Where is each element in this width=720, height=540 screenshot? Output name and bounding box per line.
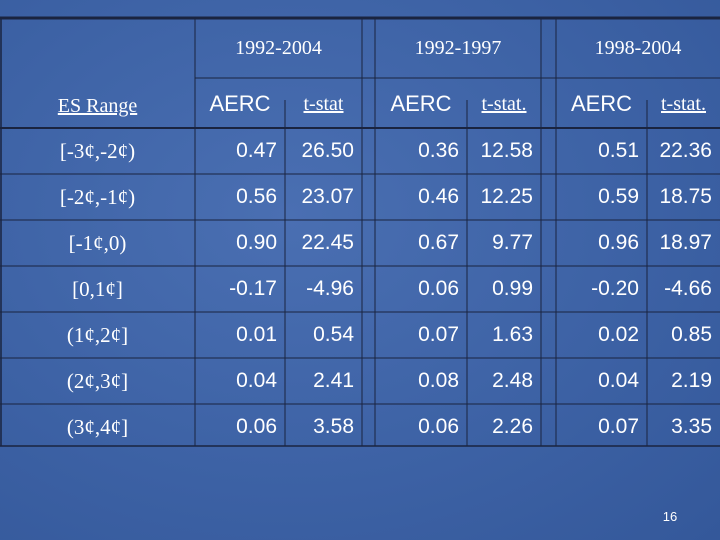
column-header: t-stat.: [481, 92, 527, 115]
cell-value: 3.35: [671, 415, 712, 438]
cell-value: 0.06: [418, 415, 459, 438]
cell-value: 12.58: [480, 139, 533, 162]
cell-value: 22.36: [659, 139, 712, 162]
es-range: (3¢,4¢]: [66, 414, 129, 439]
cell-value: 0.51: [598, 139, 639, 162]
cell-value: 0.08: [418, 369, 459, 392]
cell-value: -0.20: [591, 277, 639, 300]
cell-value: 0.07: [598, 415, 639, 438]
cell-value: 0.02: [598, 323, 639, 346]
cell-value: 26.50: [301, 139, 354, 162]
cell-value: 2.48: [492, 369, 533, 392]
cell-value: 2.41: [313, 369, 354, 392]
cell-value: 0.46: [418, 185, 459, 208]
cell-value: 0.67: [418, 231, 459, 254]
column-header: t-stat.: [661, 92, 706, 115]
column-header: t-stat: [303, 92, 344, 115]
cell-value: -4.96: [306, 277, 354, 300]
column-header: AERC: [209, 91, 271, 116]
cell-value: 0.07: [418, 323, 459, 346]
cell-value: 0.85: [671, 323, 712, 346]
cell-value: 0.36: [418, 139, 459, 162]
column-header: AERC: [390, 91, 452, 116]
es-range: [-1¢,0): [68, 230, 127, 255]
cell-value: 23.07: [301, 185, 354, 208]
cell-value: 2.19: [671, 369, 712, 392]
cell-value: 0.56: [236, 185, 277, 208]
es-range: [0,1¢]: [72, 276, 123, 301]
period-header: 1998-2004: [594, 36, 682, 59]
es-range: (2¢,3¢]: [66, 368, 129, 393]
column-header: AERC: [570, 91, 633, 116]
cell-value: 0.54: [313, 323, 354, 346]
cell-value: 0.04: [236, 369, 277, 392]
cell-value: 12.25: [480, 185, 533, 208]
cell-value: 2.26: [492, 415, 533, 438]
cell-value: 9.77: [492, 231, 533, 254]
cell-value: 1.63: [492, 323, 533, 346]
cell-value: 0.04: [598, 369, 639, 392]
cell-value: 0.59: [598, 185, 639, 208]
cell-value: -0.17: [229, 277, 277, 300]
cell-value: 18.97: [659, 231, 712, 254]
cell-value: 0.06: [236, 415, 277, 438]
period-header: 1992-2004: [235, 36, 322, 59]
es-range: [-3¢,-2¢): [59, 138, 136, 163]
cell-value: 0.06: [418, 277, 459, 300]
cell-value: 0.47: [236, 139, 277, 162]
cell-value: 0.01: [236, 323, 277, 346]
es-range: (1¢,2¢]: [66, 322, 129, 347]
cell-value: 0.99: [492, 277, 533, 300]
row-header: ES Range: [57, 94, 138, 117]
cell-value: 0.96: [598, 231, 639, 254]
cell-value: 3.58: [313, 415, 354, 438]
es-range: [-2¢,-1¢): [59, 184, 136, 209]
cell-value: -4.66: [664, 277, 712, 300]
cell-value: 22.45: [301, 231, 354, 254]
page-number: 16: [662, 508, 678, 524]
cell-value: 0.90: [236, 231, 277, 254]
cell-value: 18.75: [659, 185, 712, 208]
period-header: 1992-1997: [414, 36, 502, 59]
